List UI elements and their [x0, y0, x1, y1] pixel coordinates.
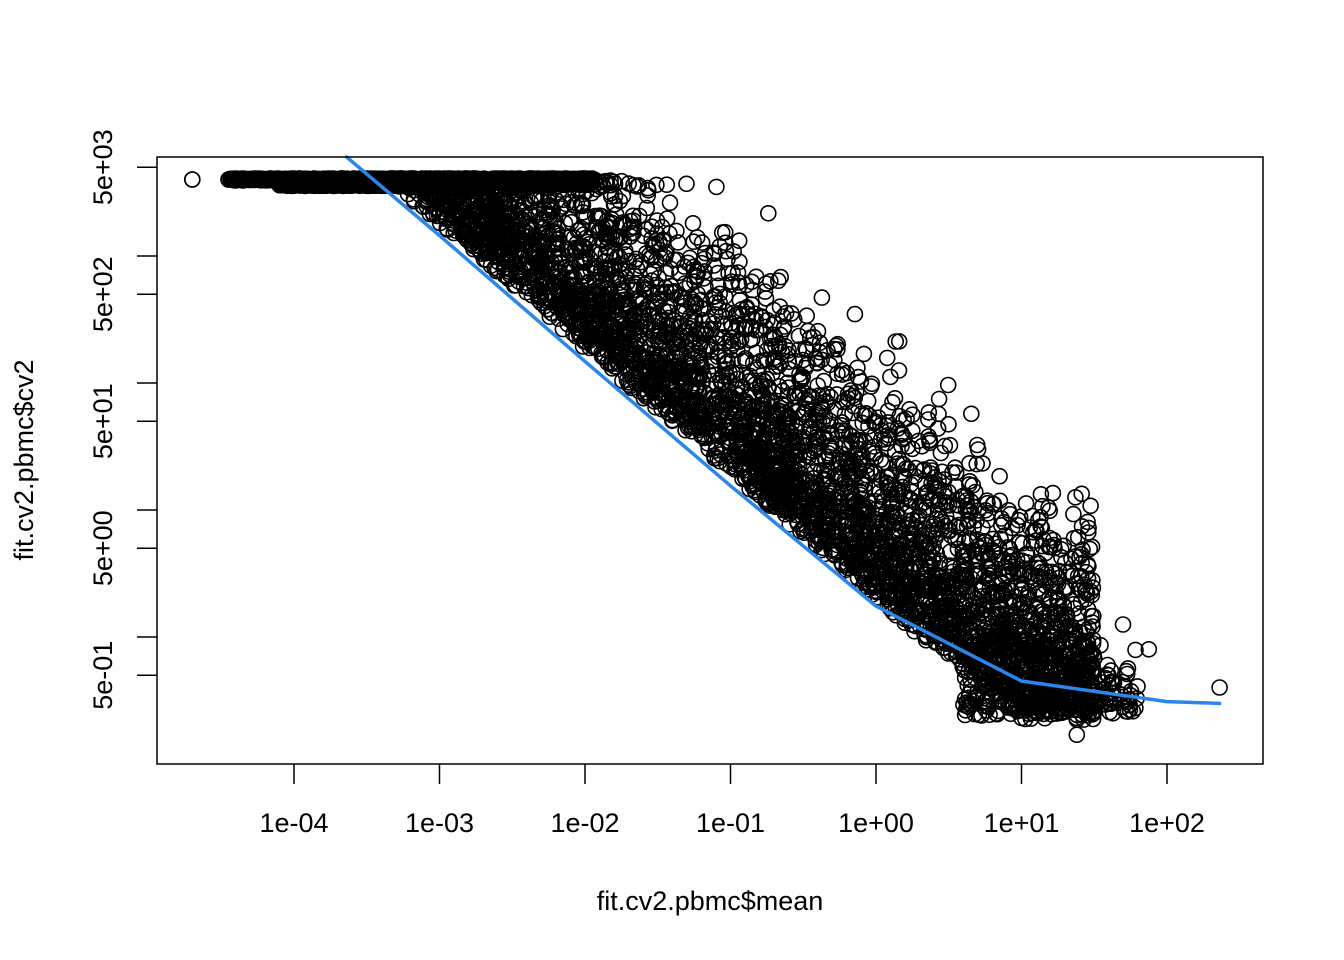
x-tick-label: 1e+02 — [1129, 808, 1205, 838]
x-tick-label: 1e-04 — [259, 808, 328, 838]
y-tick-label: 5e+03 — [88, 129, 118, 205]
plot-frame — [156, 156, 1264, 765]
x-tick-label: 1e-03 — [405, 808, 474, 838]
x-tick-label: 1e+01 — [984, 808, 1060, 838]
y-tick-label: 5e+00 — [88, 510, 118, 586]
x-axis-title: fit.cv2.pbmc$mean — [597, 886, 824, 916]
x-axis: 1e-04 1e-03 1e-02 1e-01 1e+00 1e+01 1e+02 — [259, 764, 1205, 838]
y-tick-label: 5e+02 — [88, 256, 118, 332]
data-points — [184, 170, 1228, 744]
fit-curve — [344, 155, 1222, 706]
x-tick-label: 1e+00 — [838, 808, 914, 838]
y-axis: 5e+03 5e+02 5e+01 5e+00 5e-01 — [88, 129, 157, 710]
y-axis-title: fit.cv2.pbmc$cv2 — [9, 359, 39, 560]
y-tick-label: 5e+01 — [88, 383, 118, 459]
x-tick-label: 1e-01 — [696, 808, 765, 838]
x-tick-label: 1e-02 — [550, 808, 619, 838]
y-tick-label: 5e-01 — [88, 641, 118, 710]
